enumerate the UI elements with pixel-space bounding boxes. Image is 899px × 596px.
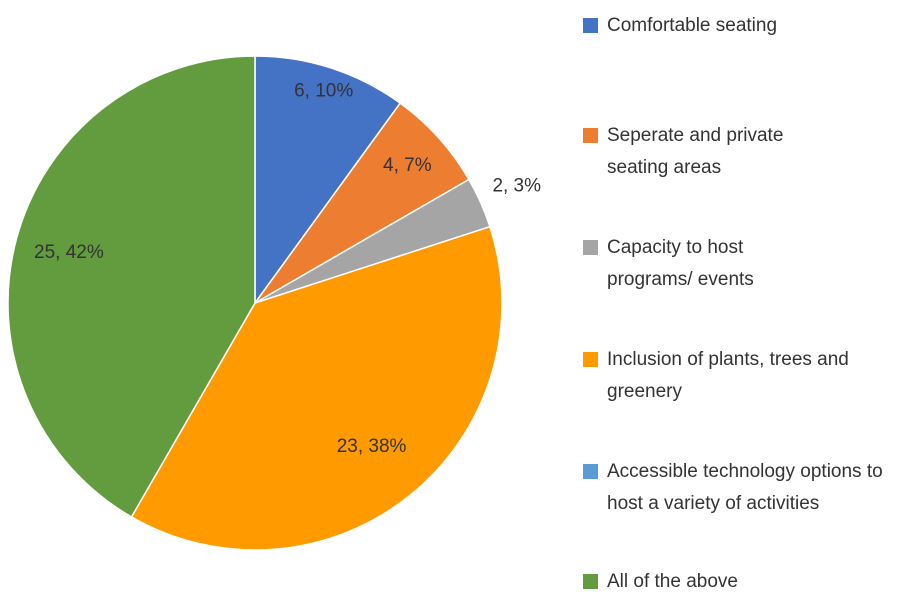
data-label: 2, 3% [492, 175, 541, 196]
data-label: 25, 42% [34, 242, 104, 263]
legend-item: Inclusion of plants, trees and greenery [583, 344, 877, 408]
legend-label: Comfortable seating [607, 15, 778, 36]
data-label: 6, 10% [294, 81, 353, 102]
legend-swatch [583, 18, 598, 33]
legend-swatch [583, 352, 598, 367]
pie-area: 6, 10% 4, 7% 2, 3% 23, 38% 25, 42% [7, 55, 541, 551]
legend-item: All of the above [583, 566, 837, 596]
legend-item: Seperate and private seating areas [583, 120, 837, 184]
pie-slice [254, 55, 402, 306]
pie-slice [130, 225, 503, 551]
legend-label: Accessible technology options to host a … [607, 461, 883, 514]
legend-swatch [583, 240, 598, 255]
legend-item: Capacity to host programs/ events [583, 232, 817, 296]
legend-swatch [583, 128, 598, 143]
legend-label: All of the above [607, 571, 738, 592]
legend-label: Inclusion of plants, trees and greenery [607, 349, 849, 402]
data-label: 4, 7% [383, 155, 432, 176]
data-label: 23, 38% [337, 436, 407, 457]
legend-item: Accessible technology options to host a … [583, 456, 899, 520]
pie-slice [7, 55, 256, 518]
legend-label: Capacity to host programs/ events [607, 237, 754, 290]
legend-swatch [583, 574, 598, 589]
legend-item: Comfortable seating [583, 10, 837, 42]
legend-label: Seperate and private seating areas [607, 125, 784, 178]
legend-swatch [583, 464, 598, 479]
